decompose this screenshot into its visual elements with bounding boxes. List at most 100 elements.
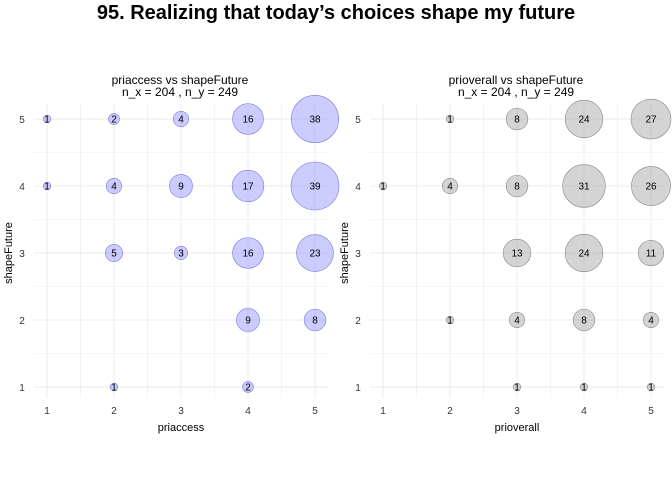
- panel-2-bubble: [442, 178, 458, 194]
- panel-2-bubble-label: 4: [648, 316, 654, 327]
- panel-2-bubble-label: 31: [578, 182, 590, 193]
- panel-2-bubble-label: 8: [514, 115, 520, 126]
- panel-1-bubble: [108, 113, 120, 125]
- panel-2-bubble-label: 1: [514, 383, 520, 394]
- panel-2-bubble: [445, 114, 455, 124]
- panel-1-bubble-label: 4: [111, 182, 117, 193]
- panel-1-bubble-label: 16: [242, 249, 254, 260]
- panel-2-bubble-label: 4: [447, 182, 453, 193]
- panel-1-bubble-label: 4: [178, 115, 184, 126]
- panel-2-bubble: [505, 174, 529, 198]
- panel-1-bubble: [242, 381, 254, 393]
- panel-2-bubble-label: 1: [447, 316, 453, 327]
- panel-1-x-axis-label: priaccess: [158, 422, 205, 434]
- panel-2-bubble: [512, 382, 522, 392]
- panel-1-y-tick-label: 2: [19, 316, 25, 327]
- panel-2-bubble: [564, 233, 604, 273]
- panel-2-y-tick-label: 3: [355, 249, 361, 260]
- panel-2-y-tick-label: 5: [355, 115, 361, 126]
- panel-1-bubble-label: 1: [44, 182, 50, 193]
- panel-1-x-tick-label: 4: [245, 406, 251, 417]
- panel-2-bubble: [378, 181, 388, 191]
- figure-title: 95. Realizing that today’s choices shape…: [96, 2, 576, 24]
- panel-1-bubble: [303, 308, 327, 332]
- panel-1-bubble-label: 2: [245, 383, 251, 394]
- panel-2-bubble-label: 24: [578, 249, 590, 260]
- panel-1-bubble: [174, 246, 188, 260]
- panel-2-bubble: [564, 99, 604, 139]
- panel-1-subtitle: n_x = 204 , n_y = 249: [122, 85, 238, 99]
- panel-1-bubble-label: 1: [111, 383, 117, 394]
- panel-1-y-tick-label: 4: [19, 182, 25, 193]
- panel-2-bubble-label: 11: [646, 249, 657, 260]
- panel-2-bubble-label: 8: [514, 182, 520, 193]
- panel-1-bubble: [173, 111, 189, 127]
- panel-2-bubble-label: 1: [380, 182, 386, 193]
- panel-1-x-tick-label: 2: [111, 406, 117, 417]
- panel-2-bubble: [505, 107, 529, 131]
- panel-2-bubble: [643, 312, 659, 328]
- panel-1-bubble: [169, 174, 193, 198]
- panel-1-y-tick-label: 5: [19, 115, 25, 126]
- panel-1-bubble: [296, 234, 334, 272]
- panel-1-bubble: [232, 237, 264, 269]
- panel-1-y-axis-label: shapeFuture: [3, 222, 15, 284]
- panel-2-bubble: [445, 315, 455, 325]
- panel-2-x-tick-label: 4: [581, 406, 587, 417]
- panel-1-bubble: [105, 244, 123, 262]
- panel-1-bubble-label: 9: [245, 316, 251, 327]
- panel-2-bubble-label: 1: [648, 383, 654, 394]
- panel-2-bubble-label: 24: [578, 115, 590, 126]
- panel-2-bubble-label: 13: [511, 249, 523, 260]
- panel-1-bubble: [42, 181, 52, 191]
- panel-2-bubble: [562, 164, 606, 208]
- panel-2-bubble-label: 1: [447, 115, 453, 126]
- panel-2-y-tick-label: 2: [355, 316, 361, 327]
- panel-2-title: prioverall vs shapeFuture: [449, 73, 584, 87]
- panel-1-title: priaccess vs shapeFuture: [112, 73, 249, 87]
- panel-1-bubble-label: 1: [44, 115, 50, 126]
- panel-1-bubble-label: 8: [312, 316, 318, 327]
- panel-1-bubble: [42, 114, 52, 124]
- panel-2-bubble: [646, 382, 656, 392]
- panel-1-x-tick-label: 1: [44, 406, 50, 417]
- panel-2-x-tick-label: 3: [514, 406, 520, 417]
- panel-2-bubble-label: 1: [581, 383, 587, 394]
- panel-1-bubble-label: 39: [309, 182, 321, 193]
- panel-1-bubble: [109, 382, 119, 392]
- panel-1-bubble: [290, 161, 340, 211]
- panel-1-bubble-label: 16: [242, 115, 254, 126]
- panel-1-bubble: [106, 178, 122, 194]
- panel-2-bubble-label: 8: [581, 316, 587, 327]
- panel-2-y-axis-label: shapeFuture: [339, 222, 351, 284]
- panel-1-bubble-label: 38: [309, 115, 321, 126]
- panel-2-y-tick-label: 4: [355, 182, 361, 193]
- panel-1-bubble-label: 3: [178, 249, 184, 260]
- panel-2-x-axis-label: prioverall: [495, 422, 540, 434]
- panel-2-bubble-label: 4: [514, 316, 520, 327]
- panel-2-x-tick-label: 2: [447, 406, 453, 417]
- panel-1-bubble: [291, 95, 339, 143]
- panel-2-bubble: [579, 382, 589, 392]
- panel-1-bubble: [231, 169, 265, 203]
- panel-2-bubble: [509, 312, 525, 328]
- panel-1-bubble-label: 17: [242, 182, 254, 193]
- panel-2-x-tick-label: 1: [380, 406, 386, 417]
- panel-2-bubble: [630, 98, 672, 140]
- panel-2-bubble-label: 26: [645, 182, 657, 193]
- panel-2-y-tick-label: 1: [355, 383, 361, 394]
- panel-2-x-tick-label: 5: [648, 406, 654, 417]
- panel-1-x-tick-label: 5: [312, 406, 318, 417]
- panel-1-bubble: [232, 103, 264, 135]
- panel-1-bubble-label: 9: [178, 182, 184, 193]
- panel-2-bubble: [572, 308, 596, 332]
- panel-1-y-tick-label: 1: [19, 383, 25, 394]
- panel-1-y-tick-label: 3: [19, 249, 25, 260]
- panel-1-bubble-label: 5: [111, 249, 117, 260]
- panel-2-bubble-label: 27: [645, 115, 657, 126]
- panel-2-bubble: [637, 239, 665, 267]
- panel-1-bubble-label: 2: [111, 115, 117, 126]
- panel-2-bubble: [631, 166, 671, 206]
